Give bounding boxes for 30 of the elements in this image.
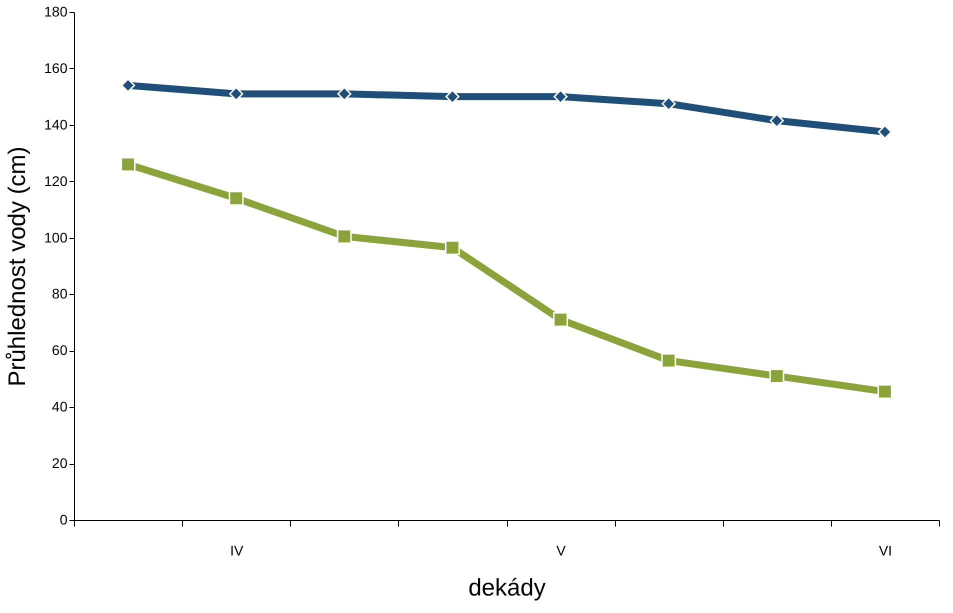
point — [661, 353, 676, 368]
point — [336, 228, 352, 244]
y-tick-label: 160 — [44, 60, 68, 76]
y-tick-label: 60 — [52, 342, 68, 358]
point — [229, 86, 244, 101]
point — [445, 90, 460, 104]
point — [337, 86, 352, 101]
point — [662, 96, 676, 111]
point — [444, 240, 460, 256]
x-tick-label: V — [556, 542, 566, 558]
y-tick-label: 100 — [44, 229, 68, 246]
point — [120, 156, 136, 172]
point — [553, 90, 568, 104]
point — [228, 190, 244, 206]
point — [770, 114, 784, 128]
y-tick-label: 140 — [44, 116, 68, 132]
y-tick-label: 20 — [52, 455, 68, 472]
y-axis-title: Průhlednost vody (cm) — [4, 146, 32, 387]
y-tick-label: 180 — [44, 4, 68, 20]
y-tick-label: 40 — [52, 398, 68, 415]
point — [769, 368, 784, 384]
x-tick-label: IV — [230, 542, 244, 558]
point — [877, 384, 892, 400]
x-axis-title: dekády — [468, 574, 546, 602]
y-tick-label: 120 — [44, 172, 68, 189]
point — [120, 78, 136, 92]
point — [553, 312, 568, 328]
y-tick-label: 0 — [60, 512, 68, 528]
x-tick-label: VI — [878, 542, 892, 558]
y-tick-label: 80 — [52, 286, 68, 302]
